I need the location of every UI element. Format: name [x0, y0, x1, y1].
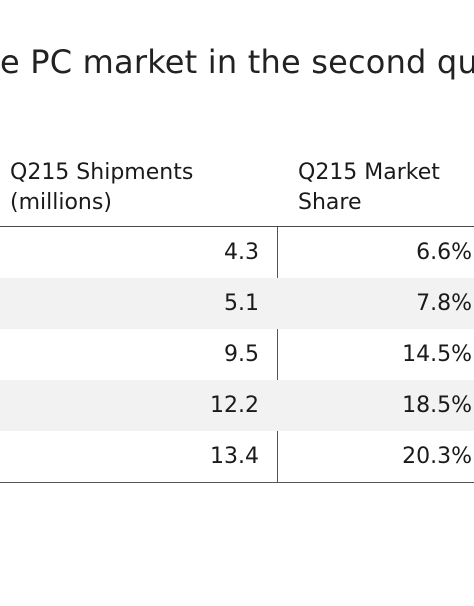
cell-market-share: 18.5%	[402, 393, 472, 418]
pc-market-table: Q215 Shipments (millions) Q215 Market Sh…	[0, 150, 474, 483]
header-share-line1: Q215 Market	[298, 160, 440, 185]
cell-shipments: 4.3	[224, 240, 259, 265]
table-row: 9.5 14.5%	[0, 329, 474, 380]
table-row: 13.4 20.3%	[0, 431, 474, 482]
header-share-line2: Share	[298, 190, 362, 215]
cell-market-share: 14.5%	[402, 342, 472, 367]
cell-market-share: 7.8%	[416, 291, 472, 316]
cell-market-share: 6.6%	[416, 240, 472, 265]
cell-shipments: 9.5	[224, 342, 259, 367]
table-body: 4.3 6.6% 5.1 7.8% 9.5 14.5% 12.2 18.5% 1…	[0, 227, 474, 482]
header-q215-shipments: Q215 Shipments (millions)	[10, 158, 193, 218]
header-shipments-line1: Q215 Shipments	[10, 160, 194, 185]
header-q215-market-share: Q215 Market Share	[298, 158, 440, 218]
cell-shipments: 12.2	[210, 393, 259, 418]
table-row: 5.1 7.8%	[0, 278, 474, 329]
table-header-row: Q215 Shipments (millions) Q215 Market Sh…	[0, 150, 474, 227]
cell-market-share: 20.3%	[402, 444, 472, 469]
table-row: 4.3 6.6%	[0, 227, 474, 278]
cell-shipments: 13.4	[210, 444, 259, 469]
table-bottom-border	[0, 482, 474, 483]
column-divider	[277, 227, 278, 482]
cell-shipments: 5.1	[224, 291, 259, 316]
article-headline: e PC market in the second qu	[0, 43, 474, 81]
table-row: 12.2 18.5%	[0, 380, 474, 431]
header-shipments-line2: (millions)	[10, 190, 112, 215]
